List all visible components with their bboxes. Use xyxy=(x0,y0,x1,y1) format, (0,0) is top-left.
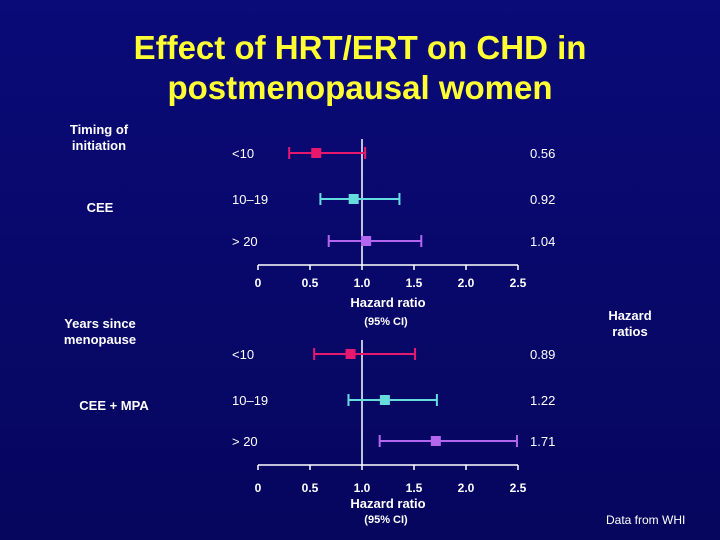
row-label: 10–19 xyxy=(232,393,268,408)
x-axis-sublabel: (95% CI) xyxy=(364,316,408,328)
hr-value-label: 0.92 xyxy=(530,192,555,207)
title-line-2: postmenopausal women xyxy=(167,69,553,106)
forest-panel-1 xyxy=(257,139,519,270)
hr-point xyxy=(348,194,359,204)
x-tick-label: 0 xyxy=(255,481,262,495)
hr-value-label: 0.89 xyxy=(530,347,555,362)
x-tick-label: 2.0 xyxy=(458,276,475,290)
slide-title: Effect of HRT/ERT on CHD in postmenopaus… xyxy=(0,28,720,108)
hr-point xyxy=(345,349,356,359)
x-axis-label: Hazard ratio xyxy=(350,496,425,511)
x-tick-label: 2.5 xyxy=(510,481,527,495)
x-tick-label: 2.5 xyxy=(510,276,527,290)
source-note: Data from WHI xyxy=(606,513,686,527)
hr-point xyxy=(430,436,441,446)
row-label: > 20 xyxy=(232,234,258,249)
row-label: <10 xyxy=(232,146,254,161)
x-tick-label: 2.0 xyxy=(458,481,475,495)
x-tick-label: 0.5 xyxy=(302,276,319,290)
x-tick-label: 1.0 xyxy=(354,276,371,290)
x-tick-label: 0 xyxy=(255,276,262,290)
hr-point xyxy=(379,395,390,405)
x-tick-label: 1.5 xyxy=(406,481,423,495)
row-label: > 20 xyxy=(232,434,258,449)
x-tick-label: 0.5 xyxy=(302,481,319,495)
hr-point xyxy=(311,148,322,158)
hazard-ratios-label: Hazard ratios xyxy=(608,308,652,339)
x-axis-label: Hazard ratio xyxy=(350,295,425,310)
hr-value-label: 1.22 xyxy=(530,393,555,408)
side-label-timing: Timing of initiation xyxy=(69,122,129,153)
title-line-1: Effect of HRT/ERT on CHD in xyxy=(133,29,587,66)
x-tick-label: 1.0 xyxy=(354,481,371,495)
x-tick-label: 1.5 xyxy=(406,276,423,290)
hr-value-label: 1.04 xyxy=(530,234,555,249)
group-label-cee: CEE xyxy=(86,200,114,215)
row-label: 10–19 xyxy=(232,192,268,207)
hr-value-label: 0.56 xyxy=(530,146,555,161)
group-label-cee-mpa: CEE + MPA xyxy=(79,398,149,413)
hr-point xyxy=(361,236,372,246)
x-axis-sublabel: (95% CI) xyxy=(364,514,408,526)
side-label-years: Years since menopause xyxy=(63,316,137,347)
row-label: <10 xyxy=(232,347,254,362)
hr-value-label: 1.71 xyxy=(530,434,555,449)
forest-panel-2 xyxy=(257,340,519,470)
